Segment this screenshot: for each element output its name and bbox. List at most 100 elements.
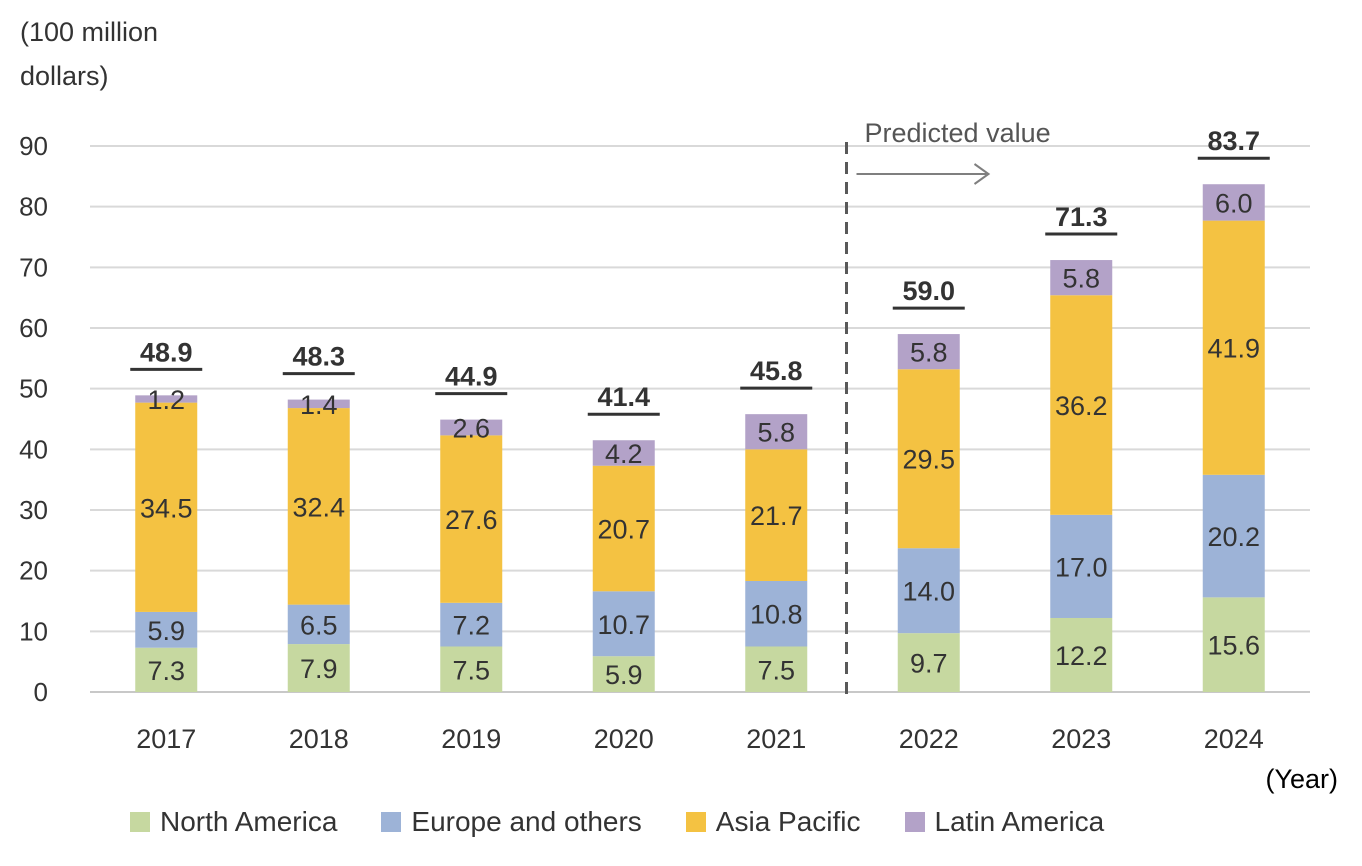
segment-label-2021-3: 5.8 — [757, 418, 795, 448]
bar-segment-2021-3 — [745, 414, 808, 450]
y-tick-label-60: 60 — [19, 313, 48, 343]
x-tick-label-2017: 2017 — [136, 724, 196, 754]
bar-segment-2024-1 — [1202, 474, 1265, 598]
bar-segment-2022-3 — [897, 334, 960, 370]
segment-label-2024-1: 20.2 — [1207, 522, 1260, 552]
x-tick-label-2024: 2024 — [1204, 724, 1264, 754]
legend-swatch-asia-pacific — [685, 812, 706, 832]
segment-label-2021-1: 10.8 — [750, 600, 803, 630]
y-tick-label-70: 70 — [19, 252, 48, 282]
bar-segment-2017-1 — [135, 611, 198, 648]
bar-segment-2024-3 — [1202, 184, 1265, 221]
y-tick-label-0: 0 — [34, 677, 48, 707]
x-tick-label-2019: 2019 — [441, 724, 501, 754]
segment-label-2022-1: 14.0 — [902, 577, 955, 607]
bar-segment-2018-1 — [287, 604, 350, 645]
segment-label-2021-0: 7.5 — [757, 655, 795, 685]
segment-label-2018-3: 1.4 — [300, 390, 338, 420]
bar-segment-2022-0 — [897, 633, 960, 692]
segment-label-2017-0: 7.3 — [147, 656, 185, 686]
legend-item-latin-america: Latin America — [904, 806, 1105, 838]
segment-label-2019-3: 2.6 — [452, 413, 490, 443]
segment-label-2019-2: 27.6 — [445, 505, 498, 535]
segment-label-2022-3: 5.8 — [910, 338, 948, 368]
bar-segment-2021-2 — [745, 449, 808, 581]
segment-label-2022-0: 9.7 — [910, 649, 948, 679]
y-tick-label-50: 50 — [19, 374, 48, 404]
y-tick-label-90: 90 — [19, 131, 48, 161]
bar-segment-2017-2 — [135, 402, 198, 612]
total-label-2021: 45.8 — [750, 356, 803, 386]
x-tick-label-2021: 2021 — [746, 724, 806, 754]
segment-label-2019-0: 7.5 — [452, 655, 490, 685]
x-axis-unit-label: (Year) — [1265, 764, 1338, 794]
legend: North America Europe and others Asia Pac… — [130, 806, 1104, 838]
y-axis-unit-line-1: (100 million — [20, 17, 159, 47]
legend-label-asia-pacific: Asia Pacific — [715, 806, 861, 837]
segment-label-2023-1: 17.0 — [1055, 552, 1108, 582]
segment-label-2017-3: 1.2 — [147, 385, 185, 415]
x-tick-label-2018: 2018 — [289, 724, 349, 754]
bar-segment-2018-3 — [287, 399, 350, 409]
bar-segment-2024-2 — [1202, 220, 1265, 475]
segment-label-2024-0: 15.6 — [1207, 631, 1260, 661]
bar-segment-2023-2 — [1050, 295, 1113, 515]
bar-segment-2019-2 — [440, 435, 503, 603]
bar-segment-2021-1 — [745, 580, 808, 647]
bar-segment-2018-0 — [287, 644, 350, 692]
x-tick-label-2023: 2023 — [1051, 724, 1111, 754]
segment-label-2021-2: 21.7 — [750, 501, 803, 531]
bar-segment-2023-0 — [1050, 617, 1113, 692]
segment-label-2019-1: 7.2 — [452, 611, 490, 641]
x-tick-label-2020: 2020 — [594, 724, 654, 754]
total-label-2022: 59.0 — [902, 276, 955, 306]
legend-swatch-europe-and-others — [381, 812, 402, 832]
bar-segment-2019-1 — [440, 602, 503, 647]
legend-label-north-america: North America — [160, 806, 338, 837]
segment-label-2023-0: 12.2 — [1055, 641, 1108, 671]
bar-segment-2023-3 — [1050, 260, 1113, 296]
segment-label-2020-2: 20.7 — [597, 515, 650, 545]
bar-segment-2024-0 — [1202, 597, 1265, 692]
y-axis-unit-line-2: dollars) — [20, 61, 109, 91]
bar-segment-2019-3 — [440, 419, 503, 436]
segment-label-2020-3: 4.2 — [605, 439, 643, 469]
segment-label-2023-3: 5.8 — [1062, 264, 1100, 294]
legend-label-latin-america: Latin America — [934, 806, 1105, 837]
y-tick-label-40: 40 — [19, 434, 48, 464]
bar-segment-2020-0 — [592, 656, 655, 692]
bar-segment-2017-3 — [135, 395, 198, 403]
segment-label-2020-0: 5.9 — [605, 660, 643, 690]
y-tick-label-20: 20 — [19, 556, 48, 586]
segment-label-2017-1: 5.9 — [147, 616, 185, 646]
bar-segment-2022-2 — [897, 369, 960, 549]
total-label-2017: 48.9 — [140, 337, 193, 367]
bar-segment-2019-0 — [440, 646, 503, 692]
legend-swatch-north-america — [130, 812, 150, 832]
segment-label-2018-1: 6.5 — [300, 610, 338, 640]
total-label-2020: 41.4 — [597, 382, 650, 412]
segment-label-2024-2: 41.9 — [1207, 334, 1260, 364]
y-tick-label-80: 80 — [19, 192, 48, 222]
segment-label-2024-3: 6.0 — [1215, 188, 1253, 218]
segment-label-2020-1: 10.7 — [597, 610, 650, 640]
bar-segment-2022-1 — [897, 548, 960, 634]
legend-item-europe-and-others: Europe and others — [381, 806, 642, 838]
bar-segment-2018-2 — [287, 408, 350, 605]
y-tick-label-30: 30 — [19, 495, 48, 525]
y-axis-unit-label: (100 million dollars) — [20, 10, 158, 98]
bar-segment-2023-1 — [1050, 514, 1113, 618]
total-label-2019: 44.9 — [445, 362, 498, 392]
total-label-2024: 83.7 — [1207, 126, 1260, 156]
bar-segment-2020-1 — [592, 591, 655, 657]
segment-label-2018-0: 7.9 — [300, 654, 338, 684]
predicted-arrow-head — [973, 163, 991, 185]
segment-label-2022-2: 29.5 — [902, 445, 955, 475]
predicted-value-annotation: Predicted value — [865, 118, 1051, 148]
y-tick-label-10: 10 — [19, 616, 48, 646]
segment-label-2023-2: 36.2 — [1055, 391, 1108, 421]
x-tick-label-2022: 2022 — [899, 724, 959, 754]
segment-label-2018-2: 32.4 — [292, 492, 345, 522]
legend-item-north-america: North America — [130, 806, 337, 838]
